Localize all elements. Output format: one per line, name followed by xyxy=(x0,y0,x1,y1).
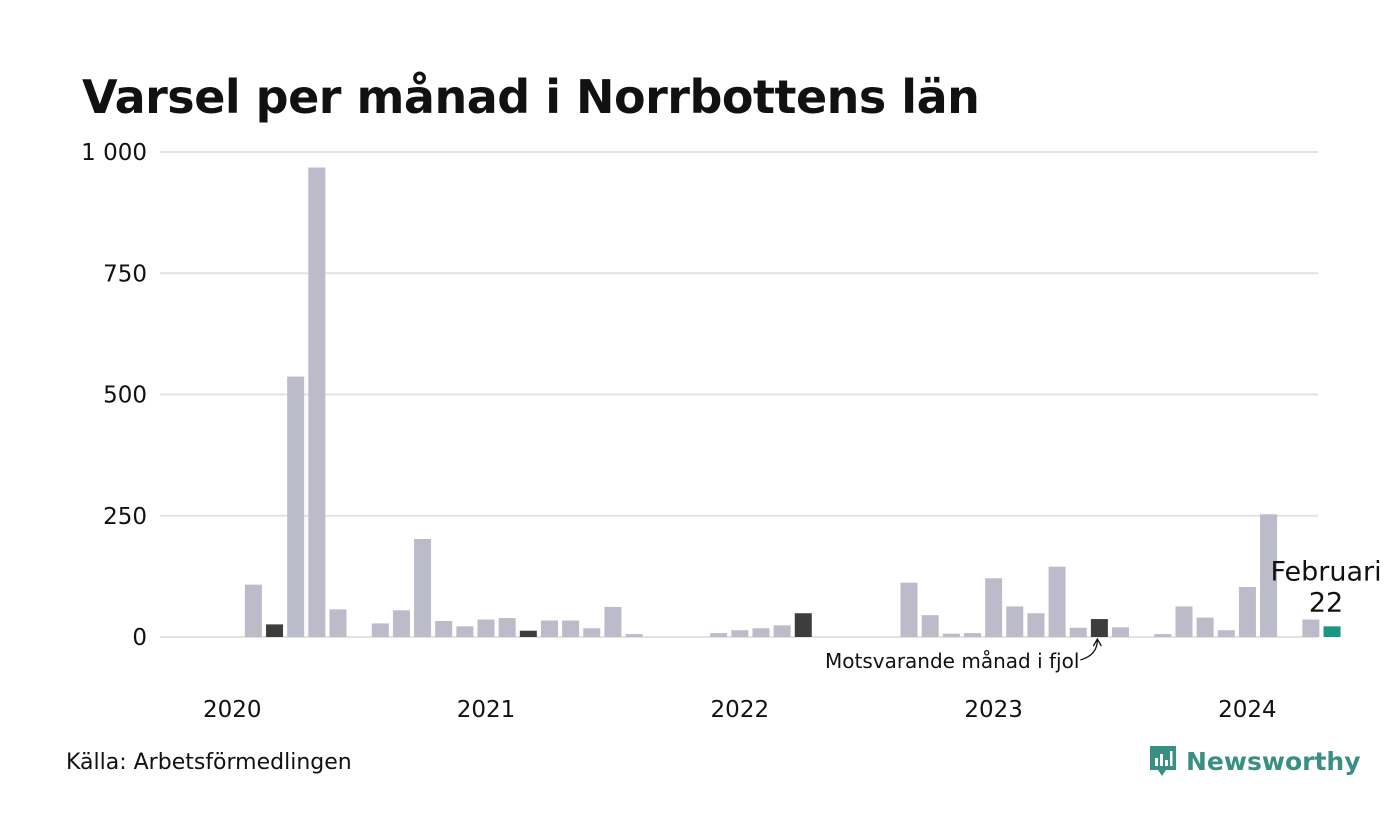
bar xyxy=(921,615,939,637)
y-axis-tick-labels: 0 250 500 750 1 000 xyxy=(81,140,147,651)
bar xyxy=(604,606,622,637)
bar xyxy=(773,625,791,637)
bar xyxy=(1069,627,1087,637)
x-year-label: 2024 xyxy=(1218,697,1277,723)
bar xyxy=(456,626,474,637)
bar xyxy=(1302,619,1320,637)
annotations: Februari 22 Motsvarande månad i fjol xyxy=(825,556,1382,673)
bar xyxy=(519,630,537,637)
bar xyxy=(1027,613,1045,637)
bar xyxy=(244,584,262,637)
bar xyxy=(1323,626,1341,637)
bar xyxy=(287,376,305,637)
bar xyxy=(392,610,410,637)
bar xyxy=(1090,619,1108,637)
brand-logo[interactable]: Newsworthy xyxy=(1148,744,1361,778)
bar xyxy=(963,633,981,637)
y-tick-label: 250 xyxy=(103,504,147,530)
bar xyxy=(562,620,580,637)
bar xyxy=(1217,630,1235,637)
bar-chart: 0 250 500 750 1 000 2020 2021 2022 2023 2024 Feb… xyxy=(81,140,1382,723)
bar xyxy=(1154,634,1172,637)
bar xyxy=(985,578,1003,637)
x-year-label: 2021 xyxy=(457,697,516,723)
bar xyxy=(1196,617,1214,637)
bar xyxy=(1112,627,1130,637)
bar xyxy=(308,167,326,637)
bar xyxy=(498,618,516,637)
bar xyxy=(329,609,347,637)
current-month-value: 22 xyxy=(1309,587,1343,618)
bar xyxy=(625,634,643,637)
bar xyxy=(794,613,812,637)
bar xyxy=(477,619,495,637)
y-tick-label: 0 xyxy=(132,625,147,651)
gridlines xyxy=(160,151,1318,638)
previous-year-annotation: Motsvarande månad i fjol xyxy=(825,649,1079,673)
newsworthy-logo-icon xyxy=(1150,746,1176,776)
current-month-label: Februari xyxy=(1270,556,1381,587)
x-year-label: 2020 xyxy=(203,697,262,723)
source-text: Källa: Arbetsförmedlingen xyxy=(66,750,352,775)
bar xyxy=(266,624,284,637)
y-tick-label: 500 xyxy=(103,383,147,409)
bar xyxy=(1260,514,1278,637)
bars xyxy=(244,167,1341,637)
bar xyxy=(371,623,389,637)
x-axis-year-labels: 2020 2021 2022 2023 2024 xyxy=(203,697,1277,723)
previous-year-arrow xyxy=(1080,637,1102,661)
bar xyxy=(1048,566,1066,637)
bar xyxy=(414,539,432,637)
bar xyxy=(583,628,601,637)
bar xyxy=(1238,587,1256,637)
bar xyxy=(710,633,728,637)
bar xyxy=(900,582,918,637)
x-year-label: 2023 xyxy=(964,697,1023,723)
bar xyxy=(540,620,558,637)
brand-name: Newsworthy xyxy=(1186,746,1361,776)
bar xyxy=(731,630,749,637)
bar xyxy=(752,628,770,637)
x-year-label: 2022 xyxy=(711,697,770,723)
bar xyxy=(1006,606,1024,637)
bar xyxy=(942,633,960,637)
bar xyxy=(435,620,453,637)
chart-title: Varsel per månad i Norrbottens län xyxy=(82,70,980,124)
y-tick-label: 750 xyxy=(103,261,147,287)
bar xyxy=(1175,606,1193,637)
y-tick-label: 1 000 xyxy=(81,140,147,166)
